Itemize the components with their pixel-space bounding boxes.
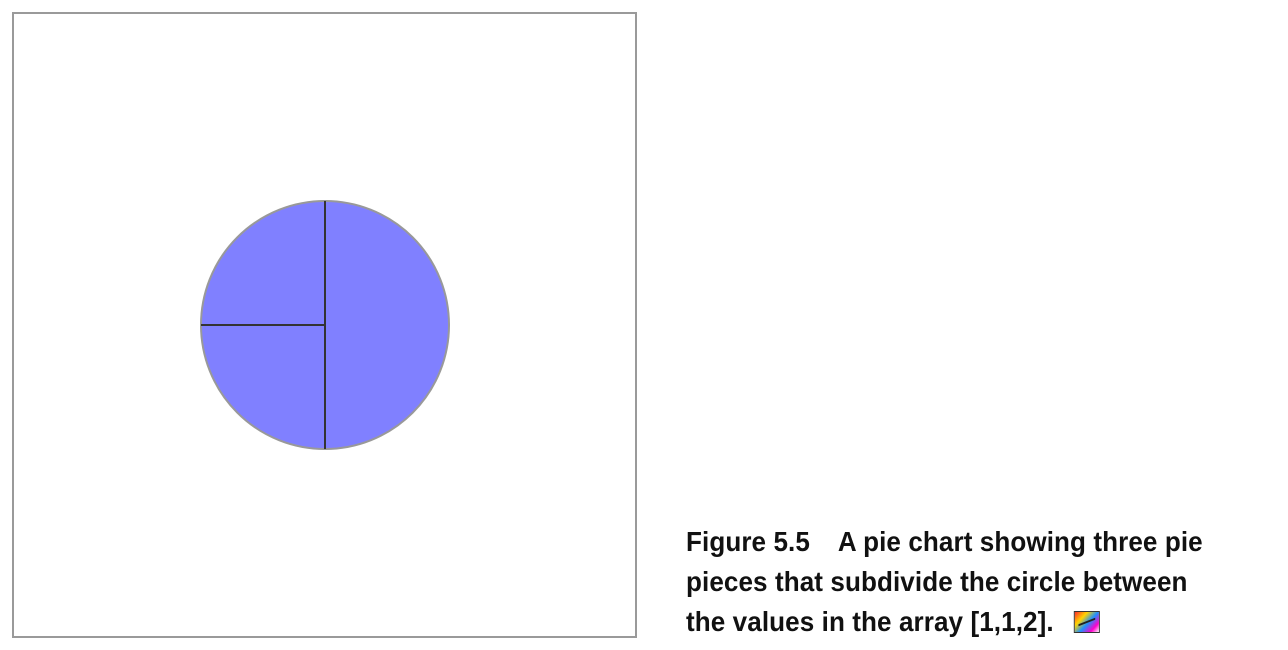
caption-text-1: A pie chart showing three pie (837, 526, 1203, 557)
figure-label: Figure 5.5 (686, 526, 810, 557)
caption-line-3: the values in the array [1,1,2]. (686, 602, 1244, 642)
pie-slice-2 (201, 325, 325, 449)
figure-caption: Figure 5.5 A pie chart showing three pie … (686, 522, 1244, 642)
pie-chart (200, 200, 450, 450)
chart-canvas (12, 12, 637, 638)
color-image-icon (1074, 610, 1101, 633)
pie-slice-1 (201, 201, 325, 325)
caption-line-2: pieces that subdivide the circle between (686, 566, 1188, 597)
pie-slice-3 (325, 201, 449, 449)
caption-text-3: the values in the array [1,1,2]. (686, 606, 1054, 637)
caption-line-1: Figure 5.5 A pie chart showing three pie (686, 522, 1244, 562)
